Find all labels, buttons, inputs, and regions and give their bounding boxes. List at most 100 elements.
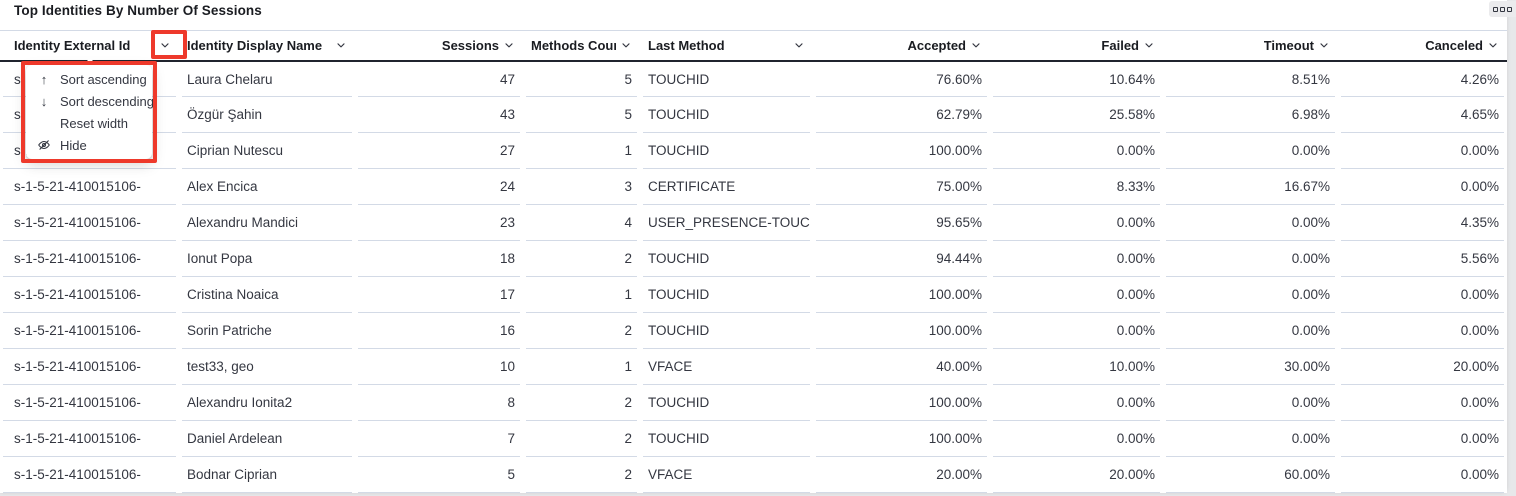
cell-methods-count: 1 — [523, 348, 640, 385]
menu-item-label: Hide — [60, 137, 87, 153]
cell-accepted: 75.00% — [813, 168, 990, 205]
column-header-identity-display-name[interactable]: Identity Display Name — [179, 30, 355, 62]
cell-methods-count: 5 — [523, 60, 640, 97]
menu-item-sort-ascending[interactable]: ↑ Sort ascending — [26, 68, 152, 90]
table-row: s-1-5-21-410015106- Bodnar Ciprian 5 2 VFACE… — [0, 456, 1507, 493]
cell-sessions: 10 — [355, 348, 523, 385]
table-row: s-1-5-21-410015106- Cristina Noaica 17 1 TOU… — [0, 276, 1507, 313]
column-header-sessions[interactable]: Sessions — [355, 30, 523, 62]
cell-failed: 10.00% — [990, 348, 1163, 385]
column-header-label: Identity External Id — [14, 37, 131, 53]
cell-identity-display-name: Ionut Popa — [179, 240, 355, 277]
cell-canceled: 4.26% — [1338, 60, 1507, 97]
column-header-label: Failed — [1101, 37, 1139, 53]
cell-accepted: 94.44% — [813, 240, 990, 277]
chevron-down-icon[interactable] — [1318, 39, 1330, 51]
eye-closed-icon — [36, 138, 52, 152]
cell-sessions: 17 — [355, 276, 523, 313]
table-header-row: Identity External Id Identity Display Nam… — [0, 30, 1507, 62]
table-row: s-1-5-21-410015106- Alex Encica 24 3 CERTIFI… — [0, 168, 1507, 205]
chevron-down-icon[interactable] — [503, 39, 515, 51]
menu-item-label: Sort descending — [60, 93, 154, 109]
table-row: s-1-5-21-410015106- Daniel Ardelean 7 2 TOUC… — [0, 420, 1507, 457]
cell-sessions: 43 — [355, 96, 523, 133]
cell-canceled: 0.00% — [1338, 276, 1507, 313]
menu-item-hide[interactable]: Hide — [26, 134, 152, 156]
cell-sessions: 5 — [355, 456, 523, 493]
cell-timeout: 0.00% — [1163, 240, 1338, 277]
column-header-methods-count[interactable]: Methods Count — [523, 30, 640, 62]
cell-sessions: 24 — [355, 168, 523, 205]
cell-identity-external-id: s-1-5-21-410015106- — [0, 384, 179, 421]
column-header-identity-external-id[interactable]: Identity External Id — [0, 30, 179, 62]
boxes-horizontal-icon — [1507, 6, 1512, 12]
cell-identity-external-id: s-1-5-21-410015106- — [0, 168, 179, 205]
cell-accepted: 40.00% — [813, 348, 990, 385]
cell-identity-display-name: Bodnar Ciprian — [179, 456, 355, 493]
cell-timeout: 8.51% — [1163, 60, 1338, 97]
cell-canceled: 4.65% — [1338, 96, 1507, 133]
table-row: s-1-5-21-410015106- Ionut Popa 18 2 TOUCHID 9… — [0, 240, 1507, 277]
chevron-down-icon[interactable] — [970, 39, 982, 51]
cell-sessions: 8 — [355, 384, 523, 421]
cell-methods-count: 4 — [523, 204, 640, 241]
cell-identity-external-id: s-1-5-21-410015106- — [0, 348, 179, 385]
column-header-accepted[interactable]: Accepted — [813, 30, 990, 62]
chevron-down-icon[interactable] — [159, 39, 171, 51]
cell-timeout: 0.00% — [1163, 276, 1338, 313]
cell-sessions: 16 — [355, 312, 523, 349]
cell-sessions: 23 — [355, 204, 523, 241]
cell-identity-display-name: Alexandru Ionita2 — [179, 384, 355, 421]
chevron-down-icon[interactable] — [620, 39, 632, 51]
cell-timeout: 0.00% — [1163, 312, 1338, 349]
cell-timeout: 0.00% — [1163, 420, 1338, 457]
cell-identity-external-id: s-1-5-21-410015106- — [0, 240, 179, 277]
cell-canceled: 0.00% — [1338, 312, 1507, 349]
cell-last-method: VFACE — [640, 456, 813, 493]
chevron-down-icon[interactable] — [1143, 39, 1155, 51]
cell-failed: 0.00% — [990, 312, 1163, 349]
cell-failed: 8.33% — [990, 168, 1163, 205]
cell-methods-count: 2 — [523, 240, 640, 277]
cell-identity-display-name: Daniel Ardelean — [179, 420, 355, 457]
chevron-down-icon[interactable] — [793, 39, 805, 51]
menu-item-reset-width[interactable]: Reset width — [26, 112, 152, 134]
cell-timeout: 30.00% — [1163, 348, 1338, 385]
column-header-timeout[interactable]: Timeout — [1163, 30, 1338, 62]
cell-failed: 0.00% — [990, 420, 1163, 457]
column-header-label: Canceled — [1425, 37, 1483, 53]
cell-accepted: 62.79% — [813, 96, 990, 133]
cell-canceled: 0.00% — [1338, 132, 1507, 169]
cell-failed: 20.00% — [990, 456, 1163, 493]
boxes-horizontal-icon — [1500, 6, 1505, 12]
cell-identity-display-name: Sorin Patriche — [179, 312, 355, 349]
cell-last-method: USER_PRESENCE-TOUC — [640, 204, 813, 241]
chevron-down-icon[interactable] — [335, 39, 347, 51]
cell-last-method: TOUCHID — [640, 276, 813, 313]
chevron-down-icon[interactable] — [1487, 39, 1499, 51]
cell-timeout: 16.67% — [1163, 168, 1338, 205]
column-header-failed[interactable]: Failed — [990, 30, 1163, 62]
cell-sessions: 47 — [355, 60, 523, 97]
cell-last-method: TOUCHID — [640, 384, 813, 421]
cell-accepted: 95.65% — [813, 204, 990, 241]
cell-identity-display-name: Alex Encica — [179, 168, 355, 205]
panel-options-button[interactable] — [1489, 1, 1516, 17]
cell-last-method: TOUCHID — [640, 132, 813, 169]
table-row: s-1-5-21-410015106-Laura Chelaru475TOUCH… — [0, 60, 1507, 97]
column-header-last-method[interactable]: Last Method — [640, 30, 813, 62]
cell-canceled: 0.00% — [1338, 384, 1507, 421]
cell-accepted: 20.00% — [813, 456, 990, 493]
cell-canceled: 0.00% — [1338, 168, 1507, 205]
menu-item-sort-descending[interactable]: ↓ Sort descending — [26, 90, 154, 112]
cell-accepted: 76.60% — [813, 60, 990, 97]
cell-methods-count: 2 — [523, 420, 640, 457]
table-body: s-1-5-21-410015106-Laura Chelaru475TOUCH… — [0, 60, 1507, 493]
column-header-label: Accepted — [907, 37, 966, 53]
cell-identity-external-id: s-1-5-21-410015106- — [0, 456, 179, 493]
cell-timeout: 0.00% — [1163, 384, 1338, 421]
arrow-up-icon: ↑ — [40, 71, 48, 87]
column-header-canceled[interactable]: Canceled — [1338, 30, 1507, 62]
cell-timeout: 60.00% — [1163, 456, 1338, 493]
